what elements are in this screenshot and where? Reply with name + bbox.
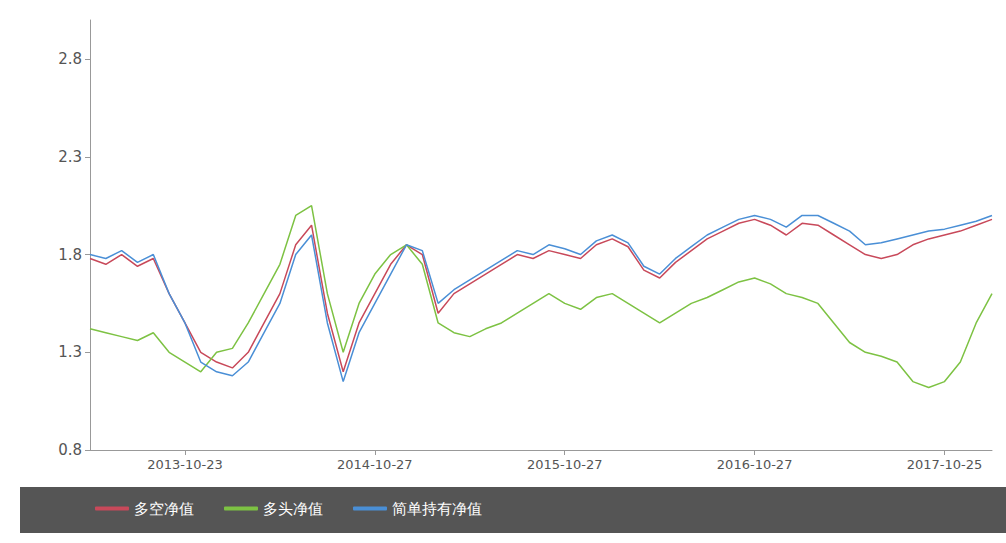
svg-text:2.8: 2.8	[58, 50, 82, 68]
svg-text:2013-10-23: 2013-10-23	[147, 457, 223, 472]
svg-text:多空净值: 多空净值	[134, 500, 194, 518]
svg-text:2017-10-25: 2017-10-25	[907, 457, 983, 472]
svg-text:0.8: 0.8	[58, 441, 82, 459]
svg-text:2015-10-27: 2015-10-27	[527, 457, 603, 472]
svg-text:1.8: 1.8	[58, 246, 82, 264]
svg-text:简单持有净值: 简单持有净值	[392, 500, 482, 518]
svg-text:2016-10-27: 2016-10-27	[717, 457, 793, 472]
svg-text:1.3: 1.3	[58, 343, 82, 361]
svg-text:多头净值: 多头净值	[263, 500, 323, 518]
svg-text:2.3: 2.3	[58, 148, 82, 166]
svg-text:2014-10-27: 2014-10-27	[337, 457, 413, 472]
